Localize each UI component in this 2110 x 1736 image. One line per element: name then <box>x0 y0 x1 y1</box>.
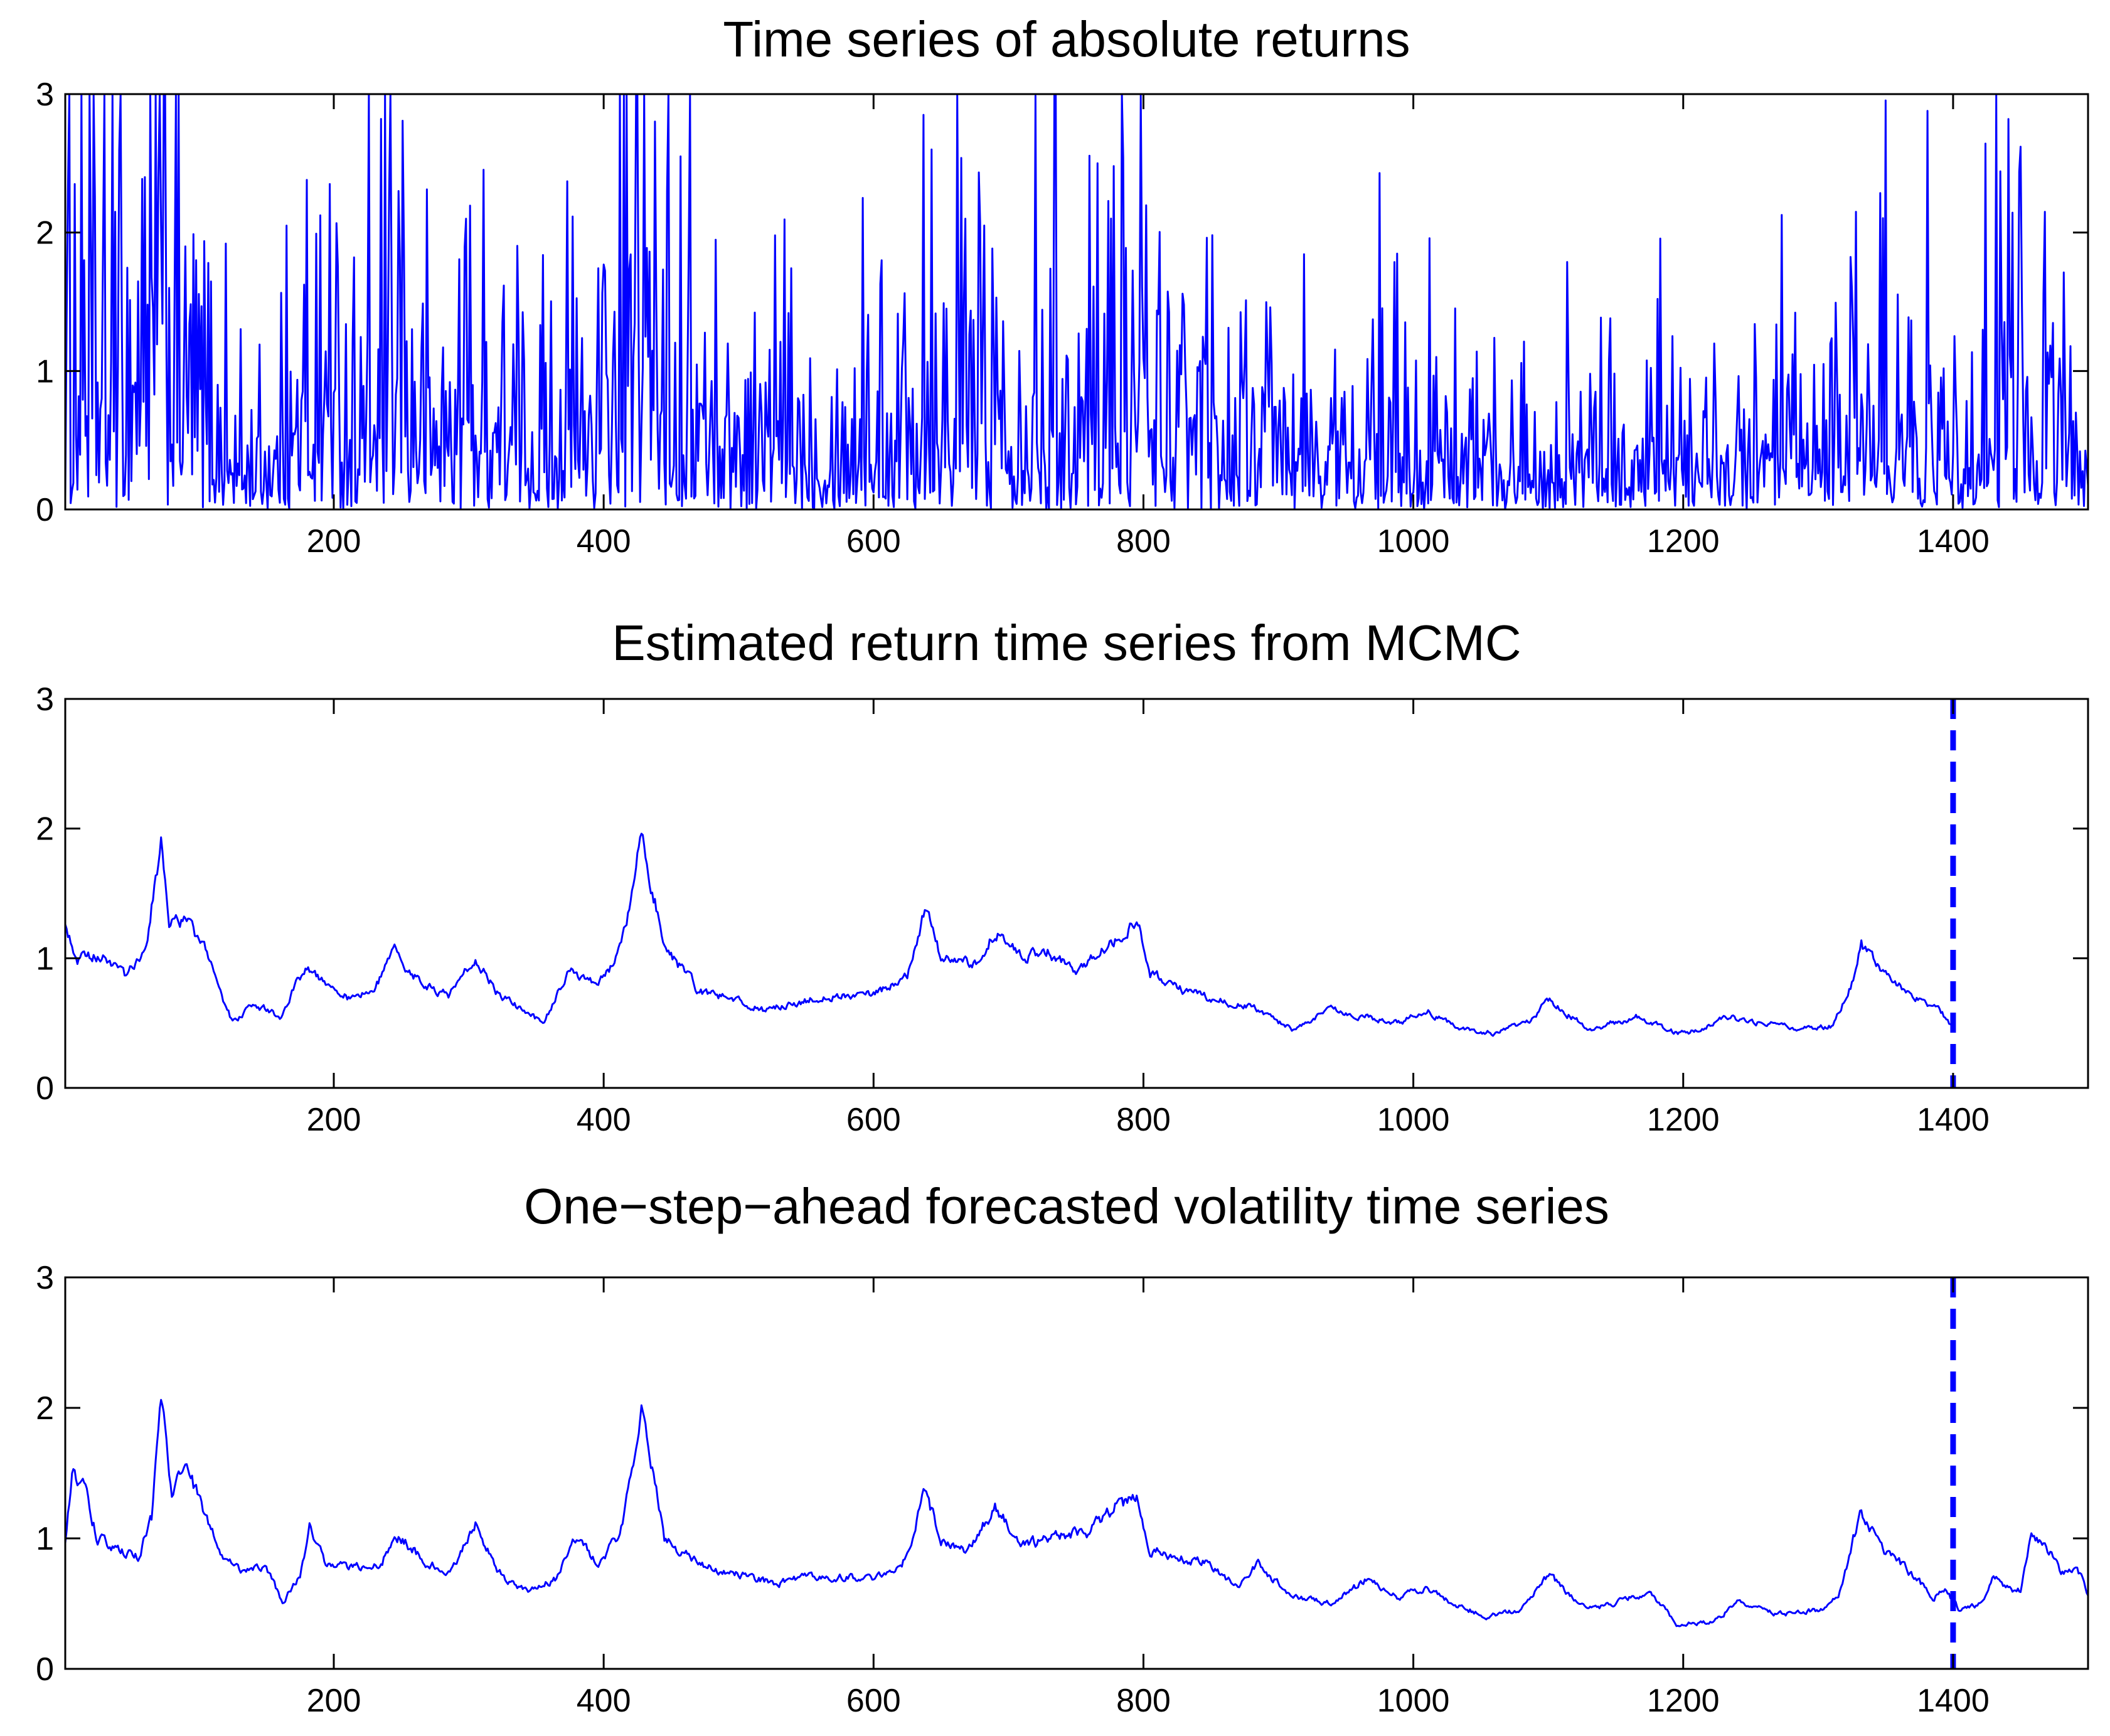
x-tick-label: 1200 <box>1647 1683 1720 1719</box>
plot-area: 200 400 600 800 1000 1200 1400 0 1 2 3 <box>36 77 2089 560</box>
x-tick-label: 600 <box>846 1102 901 1138</box>
x-tick-label: 1200 <box>1647 1102 1720 1138</box>
axes-frame <box>64 1276 2089 1670</box>
x-tick-label: 1400 <box>1917 1102 1990 1138</box>
y-tick-label: 0 <box>36 492 54 528</box>
series-line <box>64 833 1954 1037</box>
axes-frame <box>64 698 2089 1089</box>
series-line <box>64 1398 2089 1627</box>
x-tick-label: 600 <box>846 523 901 560</box>
x-tick-label: 400 <box>577 1683 631 1719</box>
panel-absolute-returns: Time series of absolute returns 200 400 60… <box>36 11 2089 560</box>
x-tick-label: 200 <box>307 1683 361 1719</box>
y-tick-label: 2 <box>36 811 54 848</box>
y-tick-label: 0 <box>36 1651 54 1688</box>
y-tick-label: 3 <box>36 1260 54 1296</box>
x-tick-label: 200 <box>307 1102 361 1138</box>
y-tick-label: 0 <box>36 1070 54 1107</box>
x-tick-label: 800 <box>1116 1683 1171 1719</box>
plot-area: 200 400 600 800 1000 1200 1400 0 1 2 3 <box>36 681 2089 1138</box>
series-line <box>64 93 2089 511</box>
y-tick-label: 3 <box>36 681 54 718</box>
x-tick-label: 800 <box>1116 1102 1171 1138</box>
panel-forecasted-volatility: One−step−ahead forecasted volatility tim… <box>36 1178 2089 1719</box>
chart-title: Time series of absolute returns <box>723 11 1410 67</box>
x-tick-label: 400 <box>577 523 631 560</box>
x-tick-label: 600 <box>846 1683 901 1719</box>
x-tick-label: 1400 <box>1917 523 1990 560</box>
y-tick-label: 1 <box>36 353 54 390</box>
y-tick-label: 1 <box>36 1521 54 1557</box>
y-tick-label: 1 <box>36 940 54 977</box>
x-tick-label: 400 <box>577 1102 631 1138</box>
panel-estimated-returns: Estimated return time series from MCMC 2… <box>36 615 2089 1138</box>
x-tick-label: 1400 <box>1917 1683 1990 1719</box>
x-tick-label: 800 <box>1116 523 1171 560</box>
x-tick-label: 1000 <box>1377 1102 1450 1138</box>
x-tick-label: 200 <box>307 523 361 560</box>
chart-title: Estimated return time series from MCMC <box>612 615 1521 671</box>
plot-area: 200 400 600 800 1000 1200 1400 0 1 2 3 <box>36 1260 2089 1719</box>
x-tick-label: 1200 <box>1647 523 1720 560</box>
y-tick-label: 3 <box>36 77 54 113</box>
y-tick-label: 2 <box>36 215 54 252</box>
axes-frame <box>64 93 2089 511</box>
y-tick-label: 2 <box>36 1390 54 1427</box>
x-tick-label: 1000 <box>1377 523 1450 560</box>
chart-title: One−step−ahead forecasted volatility tim… <box>524 1178 1609 1234</box>
x-tick-label: 1000 <box>1377 1683 1450 1719</box>
